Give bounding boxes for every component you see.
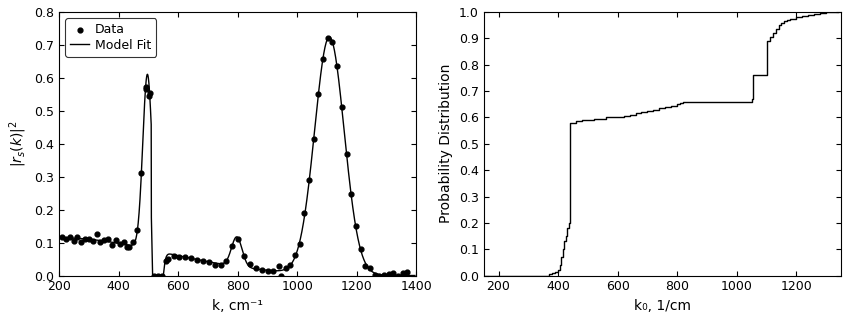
Data [86,239,99,244]
Data [208,262,221,268]
Data [196,259,209,264]
Data [307,137,321,142]
Data [179,255,192,260]
Data [391,273,404,278]
Data [274,273,287,278]
Data [63,235,76,240]
Data [190,258,204,263]
Data [147,273,160,278]
Data [167,253,181,259]
Data [279,265,293,270]
Data [142,90,156,95]
Data [75,239,88,244]
Model Fit [227,244,237,247]
Data [159,258,173,263]
Data [243,262,257,267]
Data [220,258,233,263]
Model Fit [334,85,344,89]
Data [184,255,198,260]
Data [82,237,96,242]
Data [70,234,84,239]
Point [142,93,156,99]
Data [131,228,144,233]
Data [349,224,363,229]
Data [93,239,107,244]
Data [90,232,103,237]
Model Fit [218,261,228,265]
Model Fit [400,274,410,277]
Data [302,178,315,183]
Data [249,266,263,271]
Data [113,241,126,246]
Data [331,63,344,68]
Data [335,105,349,110]
Data [59,236,73,242]
Data [354,246,367,252]
Data [237,254,251,259]
Data [161,256,175,261]
Data [155,273,169,278]
Model Fit [410,274,420,277]
Data [109,238,123,243]
Data [226,244,239,249]
Model Fit [324,35,334,39]
Data [377,273,391,278]
Data [311,92,325,97]
Data [126,240,140,245]
Data [288,253,302,258]
Line: Model Fit: Model Fit [59,37,415,276]
Model Fit [399,274,410,277]
Data [267,268,281,274]
Y-axis label: $|r_s(k)|^2$: $|r_s(k)|^2$ [7,120,29,167]
Data [326,40,339,45]
Data [344,191,358,196]
Y-axis label: Probability Distribution: Probability Distribution [439,64,453,223]
Data [363,265,377,270]
Data [298,211,311,216]
Data [151,273,165,278]
Data [293,242,306,247]
Data [98,237,111,243]
Data [261,269,275,274]
Data [382,272,395,277]
Data [67,239,81,244]
Data [122,245,136,250]
Data [214,262,227,268]
Data [139,84,153,90]
Data [400,270,414,275]
Data [272,264,286,269]
Data [372,273,386,278]
Data [232,237,245,242]
Data [102,237,115,242]
Model Fit [54,236,64,240]
Data [120,244,134,249]
Data [78,236,92,241]
X-axis label: k, cm⁻¹: k, cm⁻¹ [212,299,263,313]
Data [340,151,354,156]
Data [173,254,187,260]
Data [368,273,382,278]
Data [396,270,410,275]
X-axis label: k₀, 1/cm: k₀, 1/cm [633,299,691,313]
Point [139,87,153,92]
Data [255,268,269,273]
Data [55,234,69,239]
Data [105,242,119,247]
Data [202,259,215,264]
Data [359,263,372,268]
Legend: Data, Model Fit: Data, Model Fit [65,18,157,57]
Data [321,36,334,41]
Data [117,240,131,245]
Model Fit [72,236,82,240]
Data [387,270,400,275]
Data [283,262,297,268]
Data [316,57,330,62]
Data [135,171,148,176]
Model Fit [148,274,158,277]
